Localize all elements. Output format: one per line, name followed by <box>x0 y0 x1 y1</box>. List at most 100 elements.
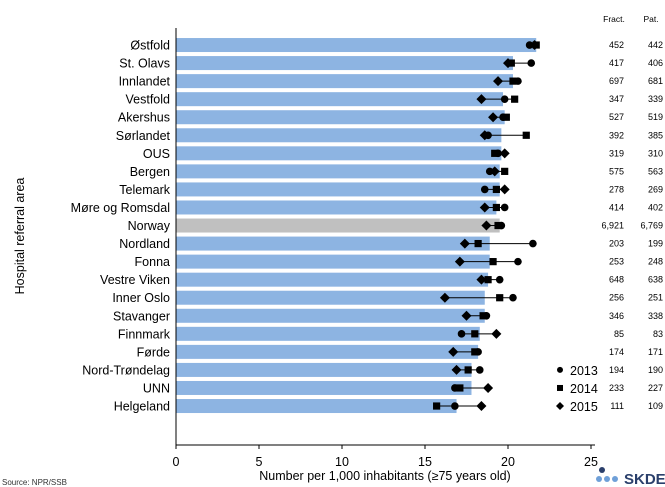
fract-value-nord-trondelag: 194 <box>609 365 624 375</box>
bar-st-olavs <box>176 56 513 71</box>
category-label-norway: Norway <box>128 219 171 233</box>
x-axis-title: Number per 1,000 inhabitants (≥75 years … <box>259 469 510 483</box>
pat-value-inner-oslo: 251 <box>648 293 663 303</box>
y-axis-title: Hospital referral area <box>13 178 27 295</box>
category-label-ous: OUS <box>143 147 170 161</box>
square-marker-2014-norway <box>494 221 502 230</box>
square-marker-2014-nordland <box>474 239 482 248</box>
diamond-marker-2015-nord-trondelag <box>451 364 462 375</box>
circle-marker-2013-vestfold <box>500 95 509 103</box>
category-label-inner-oslo: Inner Oslo <box>112 291 170 305</box>
circle-marker-2013-nordland <box>529 239 537 248</box>
diamond-marker-2015-fonna <box>454 256 465 267</box>
bar-vestre-viken <box>176 272 489 287</box>
diamond-marker-2015-sorlandet <box>479 130 490 141</box>
legend-label-2013: 2013 <box>570 364 598 378</box>
skde-logo: SKDE <box>596 464 665 486</box>
diamond-marker-2015-unn <box>483 382 494 393</box>
legend-marker-square <box>557 384 563 391</box>
square-marker-2014-inner-oslo <box>496 294 504 302</box>
bar-inner-oslo <box>176 290 485 305</box>
square-marker-2014-finnmark <box>471 330 479 338</box>
diamond-marker-2015-bergen <box>489 166 500 177</box>
bars-group <box>176 38 537 414</box>
circle-marker-2013-nord-trondelag <box>475 366 484 374</box>
pat-value-unn: 227 <box>648 383 663 393</box>
diamond-marker-2015-st-olavs <box>503 58 513 69</box>
pat-value-fonna: 248 <box>648 257 663 267</box>
diamond-marker-2015-innlandet <box>493 76 504 87</box>
bar-vestfold <box>176 92 504 107</box>
bar-akershus <box>176 110 505 125</box>
x-tick-label-15: 15 <box>418 455 432 469</box>
bar-more-og-romsdal <box>176 200 497 215</box>
category-label-nord-trondelag: Nord-Trøndelag <box>82 363 170 377</box>
bar-norway <box>176 218 500 233</box>
pat-value-sorlandet: 385 <box>648 130 663 140</box>
legend-marker-circle <box>557 366 563 373</box>
square-marker-2014-bergen <box>501 167 509 175</box>
fract-value-ous: 319 <box>609 148 624 158</box>
category-label-st-olavs: St. Olavs <box>119 57 170 71</box>
fract-value-helgeland: 111 <box>610 401 624 411</box>
logo-text: SKDE <box>624 471 665 486</box>
diamond-marker-2015-akershus <box>488 112 499 123</box>
bar-forde <box>176 344 479 359</box>
square-marker-2014-innlandet <box>509 77 517 85</box>
fract-value-telemark: 278 <box>609 184 624 194</box>
square-marker-2014-sorlandet <box>522 131 530 139</box>
pat-value-vestfold: 339 <box>648 94 663 104</box>
markers-group <box>433 40 540 412</box>
category-labels-group: Østfold St. Olavs Innlandet Vestfold Akershu… <box>71 39 171 414</box>
category-label-bergen: Bergen <box>130 165 170 179</box>
bar-unn <box>176 380 472 395</box>
bar-telemark <box>176 182 500 197</box>
x-tick-label-25: 25 <box>584 455 598 469</box>
diamond-marker-2015-stavanger <box>461 310 472 321</box>
data-table-group: 452 442 417 406 697 681 347 339 527 519 392 385 319 3… <box>601 40 663 411</box>
circle-marker-2013-helgeland <box>451 402 459 410</box>
pat-value-ous: 310 <box>648 148 663 158</box>
diamond-marker-2015-more-og-romsdal <box>479 202 490 213</box>
pat-value-innlandet: 681 <box>648 76 663 86</box>
table-header-fract: Fract. <box>603 14 625 24</box>
circle-marker-2013-more-og-romsdal <box>500 203 509 212</box>
legend-marker-diamond <box>556 402 564 411</box>
pat-value-forde: 171 <box>648 347 663 357</box>
circle-marker-2013-st-olavs <box>527 59 536 67</box>
category-label-stavanger: Stavanger <box>113 309 170 323</box>
fract-value-unn: 233 <box>609 383 624 393</box>
x-tick-label-10: 10 <box>335 455 349 469</box>
bar-helgeland <box>176 399 457 414</box>
bar-finnmark <box>176 326 480 341</box>
diamond-marker-2015-telemark <box>499 184 510 195</box>
fract-value-vestfold: 347 <box>609 94 624 104</box>
fract-value-nordland: 203 <box>609 239 624 249</box>
diamond-marker-2015-vestre-viken <box>476 274 487 285</box>
logo-dot-mid <box>604 476 610 482</box>
bar-stavanger <box>176 308 485 323</box>
legend-label-2015: 2015 <box>570 400 598 414</box>
fract-value-akershus: 527 <box>609 112 624 122</box>
square-marker-2014-nord-trondelag <box>464 366 472 374</box>
category-label-ostfold: Østfold <box>130 39 170 53</box>
category-label-fonna: Fonna <box>135 255 170 269</box>
pat-value-st-olavs: 406 <box>648 58 663 68</box>
square-marker-2014-unn <box>456 384 464 392</box>
source-note: Source: NPR/SSB <box>2 478 67 487</box>
pat-value-akershus: 519 <box>648 112 663 122</box>
square-marker-2014-ous <box>491 149 499 157</box>
pat-value-vestre-viken: 638 <box>648 275 663 285</box>
diamond-marker-2015-forde <box>448 346 459 357</box>
square-marker-2014-forde <box>471 348 479 356</box>
pat-value-finnmark: 83 <box>653 329 663 339</box>
category-label-telemark: Telemark <box>119 183 170 197</box>
category-label-sorlandet: Sørlandet <box>116 129 171 143</box>
bar-bergen <box>176 164 500 179</box>
fract-value-forde: 174 <box>609 347 624 357</box>
diamond-marker-2015-nordland <box>459 238 470 249</box>
bar-nord-trondelag <box>176 362 472 377</box>
square-marker-2014-stavanger <box>479 312 487 320</box>
pat-value-telemark: 269 <box>648 184 663 194</box>
